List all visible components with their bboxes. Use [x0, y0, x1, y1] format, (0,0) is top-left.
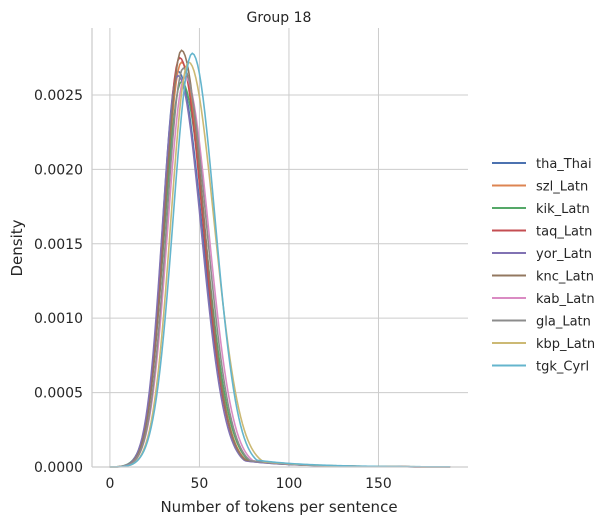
y-tick-labels: 0.0000 0.0005 0.0010 0.0015 0.0020 0.0025 — [34, 88, 83, 476]
chart-title: Group 18 — [247, 10, 312, 26]
y-tick-label: 0.0000 — [34, 460, 83, 476]
legend: tha_Thai szl_Latn kik_Latn taq_Latn yor_Latn… — [492, 157, 595, 375]
legend-label: kab_Latn — [536, 292, 595, 307]
legend-label: gla_Latn — [536, 315, 591, 330]
y-tick-label: 0.0005 — [34, 386, 83, 402]
legend-label: taq_Latn — [536, 225, 592, 240]
y-tick-label: 0.0010 — [34, 311, 83, 327]
x-tick-label: 100 — [276, 476, 303, 492]
legend-label: tgk_Cyrl — [536, 360, 589, 375]
y-tick-label: 0.0020 — [34, 162, 83, 178]
legend-label: tha_Thai — [536, 157, 592, 172]
axes — [91, 28, 468, 468]
series-lines — [109, 49, 451, 468]
legend-label: kbp_Latn — [536, 337, 595, 352]
legend-label: kik_Latn — [536, 202, 590, 217]
y-tick-label: 0.0025 — [34, 88, 83, 104]
y-tick-label: 0.0015 — [34, 237, 83, 253]
x-tick-label: 50 — [191, 476, 209, 492]
series-line-taq_Latn — [109, 56, 451, 468]
legend-label: szl_Latn — [536, 180, 588, 195]
x-tick-label: 0 — [105, 476, 114, 492]
legend-label: yor_Latn — [536, 247, 592, 262]
x-tick-labels: 0 50 100 150 — [105, 476, 391, 492]
x-axis-label: Number of tokens per sentence — [160, 498, 397, 516]
x-tick-label: 150 — [365, 476, 392, 492]
y-axis-label: Density — [8, 219, 26, 276]
legend-label: knc_Latn — [536, 270, 594, 285]
